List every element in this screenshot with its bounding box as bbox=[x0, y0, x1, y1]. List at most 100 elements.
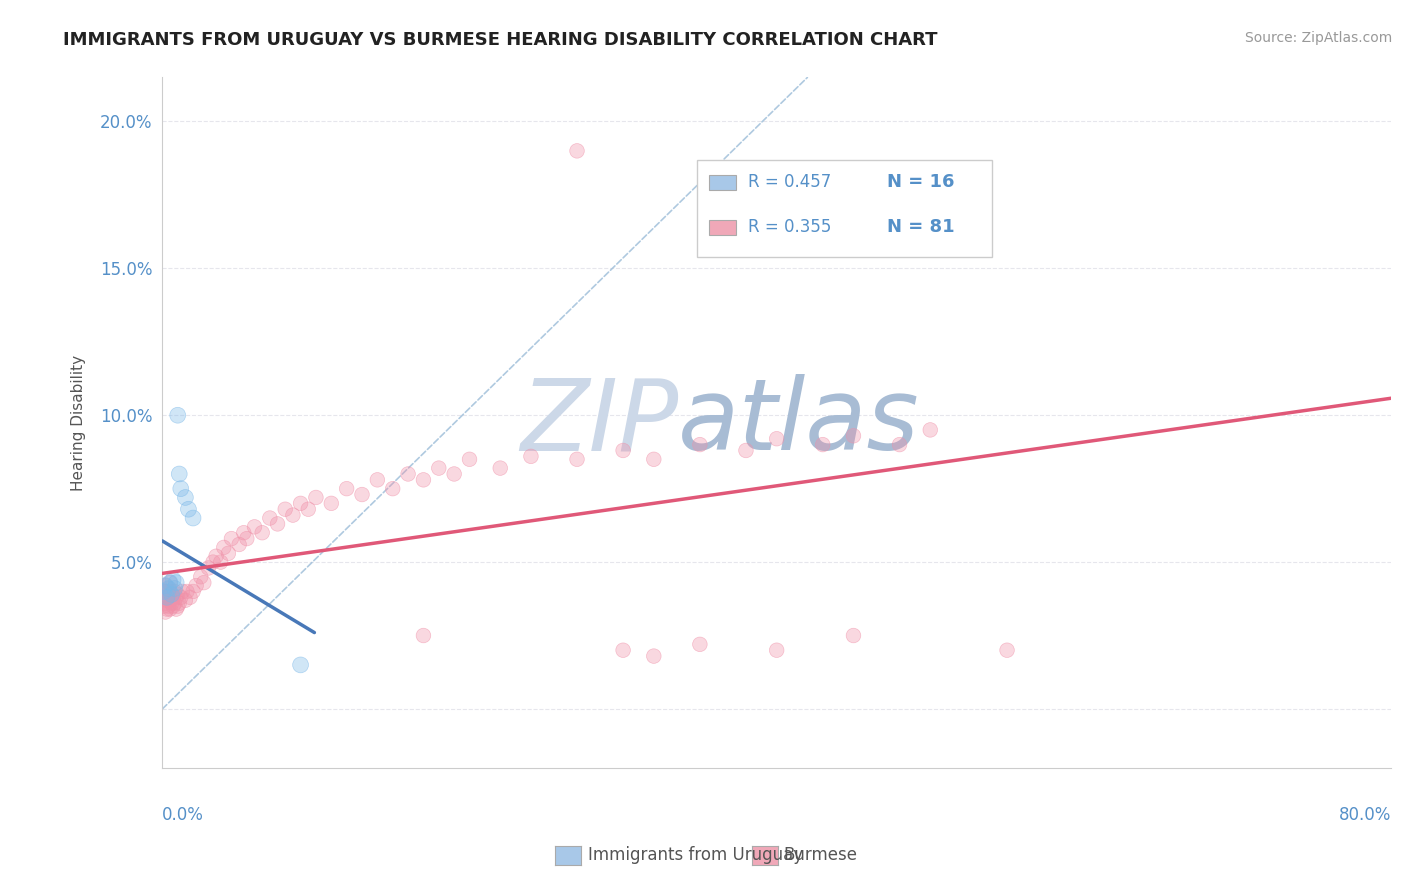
Point bbox=[160, 587, 183, 601]
Text: Source: ZipAtlas.com: Source: ZipAtlas.com bbox=[1244, 31, 1392, 45]
Point bbox=[174, 593, 197, 607]
Point bbox=[162, 591, 184, 605]
Point bbox=[155, 578, 177, 592]
Point bbox=[336, 482, 359, 496]
Point bbox=[165, 602, 187, 616]
Point bbox=[174, 491, 197, 505]
Point bbox=[427, 461, 450, 475]
Point bbox=[811, 437, 834, 451]
Point bbox=[765, 432, 787, 446]
Point bbox=[163, 596, 186, 610]
Point bbox=[159, 575, 181, 590]
Point bbox=[612, 643, 634, 657]
Point bbox=[350, 487, 373, 501]
Point bbox=[920, 423, 942, 437]
Point bbox=[412, 473, 434, 487]
Point bbox=[565, 452, 588, 467]
Point bbox=[155, 578, 177, 592]
Point bbox=[643, 452, 665, 467]
Point bbox=[205, 549, 228, 564]
Point bbox=[156, 602, 179, 616]
Text: Immigrants from Uruguay: Immigrants from Uruguay bbox=[588, 847, 803, 864]
Point bbox=[162, 573, 184, 587]
Point bbox=[156, 584, 179, 599]
Point bbox=[520, 450, 543, 464]
Point bbox=[266, 516, 288, 531]
Point bbox=[612, 443, 634, 458]
Point bbox=[157, 599, 180, 614]
Point bbox=[163, 596, 186, 610]
Point bbox=[181, 511, 204, 525]
Point bbox=[193, 575, 215, 590]
Point bbox=[350, 487, 373, 501]
Point bbox=[159, 602, 181, 616]
Point bbox=[156, 591, 179, 605]
Point bbox=[153, 599, 176, 614]
Point bbox=[159, 584, 181, 599]
Point bbox=[290, 657, 312, 672]
Point bbox=[160, 587, 183, 601]
Point bbox=[172, 584, 194, 599]
Point bbox=[163, 584, 186, 599]
Point bbox=[156, 602, 179, 616]
Point bbox=[159, 602, 181, 616]
Point bbox=[290, 657, 312, 672]
Point bbox=[305, 491, 328, 505]
Point bbox=[159, 593, 181, 607]
Text: ZIP: ZIP bbox=[520, 374, 678, 471]
Point bbox=[197, 561, 219, 575]
Point bbox=[489, 461, 512, 475]
Point bbox=[250, 525, 273, 540]
Point bbox=[157, 582, 180, 596]
Point bbox=[765, 432, 787, 446]
Point bbox=[321, 496, 343, 510]
Point bbox=[995, 643, 1018, 657]
Point bbox=[166, 599, 188, 614]
Point bbox=[165, 575, 187, 590]
Point bbox=[205, 549, 228, 564]
Point bbox=[520, 450, 543, 464]
Point bbox=[177, 502, 200, 516]
Point bbox=[153, 584, 176, 599]
Point bbox=[396, 467, 419, 481]
Point bbox=[160, 596, 183, 610]
Point bbox=[163, 582, 186, 596]
Point bbox=[153, 584, 176, 599]
Point bbox=[165, 602, 187, 616]
Point bbox=[889, 437, 911, 451]
Point bbox=[643, 452, 665, 467]
Point bbox=[157, 591, 180, 605]
Point bbox=[155, 584, 177, 599]
Point bbox=[190, 570, 212, 584]
Point bbox=[209, 555, 232, 569]
Point bbox=[458, 452, 481, 467]
Point bbox=[281, 508, 304, 522]
Point bbox=[170, 482, 193, 496]
Point bbox=[565, 144, 588, 158]
Point bbox=[305, 491, 328, 505]
Point bbox=[381, 482, 404, 496]
Point bbox=[155, 596, 177, 610]
Point bbox=[155, 578, 177, 592]
Point bbox=[165, 591, 187, 605]
Point bbox=[167, 467, 190, 481]
Point bbox=[156, 593, 179, 607]
Point bbox=[156, 591, 179, 605]
Point bbox=[202, 555, 225, 569]
Point bbox=[162, 573, 184, 587]
Point bbox=[165, 591, 187, 605]
Point bbox=[221, 532, 243, 546]
Point bbox=[243, 520, 266, 534]
Point bbox=[176, 584, 198, 599]
Point bbox=[274, 502, 297, 516]
Point bbox=[412, 628, 434, 642]
Point bbox=[160, 587, 183, 601]
Point bbox=[297, 502, 319, 516]
Point bbox=[181, 511, 204, 525]
Point bbox=[159, 584, 181, 599]
Point bbox=[174, 491, 197, 505]
Point bbox=[166, 599, 188, 614]
Point bbox=[156, 584, 179, 599]
Point bbox=[174, 593, 197, 607]
Point bbox=[266, 516, 288, 531]
